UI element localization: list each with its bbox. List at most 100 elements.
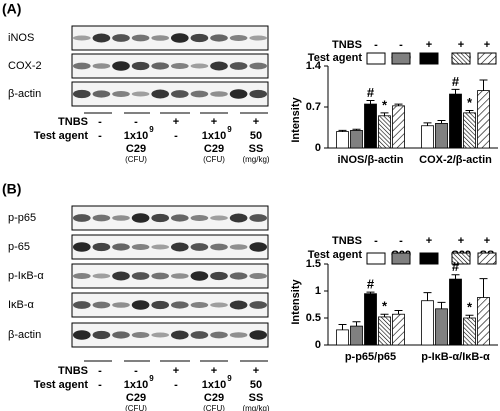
blot-band [131, 61, 150, 71]
error-bar [437, 301, 446, 309]
treatment-cell: - [98, 379, 102, 391]
blot-band [229, 300, 248, 310]
bar [336, 329, 349, 346]
significance-marker: # [452, 74, 460, 89]
blot-label: β-actin [8, 329, 41, 341]
y-axis-label: Intensity [290, 279, 302, 325]
treatment-unit: (CFU) [125, 155, 147, 164]
error-bar [394, 309, 403, 315]
blot-band [190, 301, 209, 309]
blot-band [190, 331, 209, 339]
y-tick-label: 0 [315, 339, 321, 351]
blot-band [210, 302, 228, 308]
legend-swatch [451, 52, 471, 65]
legend-cell: + [426, 235, 432, 247]
treatment-label: Test agent [34, 130, 89, 142]
blot-band [229, 89, 248, 99]
x-tick-label: COX-2/β-actin [419, 154, 492, 166]
bar [449, 278, 462, 346]
treatment-dose: 50 [250, 130, 262, 142]
blot-frame [71, 322, 269, 348]
legend-label: TNBS [332, 39, 362, 51]
blot-band [131, 300, 150, 310]
treatment-agent: C29 [204, 392, 224, 404]
legend-cell: - [374, 39, 378, 51]
significance-marker: # [452, 259, 460, 274]
blot-band [229, 62, 248, 70]
bar [350, 325, 363, 346]
blot-band [112, 34, 130, 42]
blot-band [92, 301, 111, 309]
blot-band [92, 273, 111, 279]
legend-swatch [366, 52, 386, 65]
treatment-cell: - [98, 130, 102, 142]
blot-band [229, 332, 248, 338]
significance-marker: # [367, 85, 375, 100]
blot-band [72, 35, 91, 41]
blot-band [170, 301, 189, 309]
blot-band [112, 243, 130, 251]
treatment-cell: - [98, 116, 102, 128]
blot-band [210, 271, 228, 281]
treatment-cell: + [253, 365, 259, 377]
treatment-dose: 1x10 [124, 130, 148, 142]
treatment-cell: - [98, 365, 102, 377]
significance-marker: * [467, 95, 473, 110]
x-tick-label: p-IκB-α/IκB-α [421, 351, 490, 363]
bar [421, 300, 434, 346]
blot-band [72, 89, 91, 99]
y-tick-label: 0.7 [306, 101, 321, 113]
treatment-agent: C29 [204, 143, 224, 155]
blot-band [92, 33, 111, 43]
treatment-agent: SS [249, 392, 264, 404]
bar [336, 131, 349, 149]
error-bar [394, 103, 403, 106]
blot-band [72, 330, 91, 340]
blot-band [229, 244, 248, 250]
legend-swatch [366, 252, 386, 265]
blot-band [72, 272, 91, 280]
blot-band [249, 330, 268, 340]
blot-band [112, 215, 130, 221]
y-tick-label: 1 [315, 285, 321, 297]
y-tick-label: 1.5 [306, 258, 321, 270]
bar [378, 316, 391, 346]
blot-label: IκB-α [8, 299, 35, 311]
blot-band [190, 243, 209, 251]
blot-band [151, 332, 170, 338]
blot-band [92, 63, 111, 69]
treatment-exponent: 9 [227, 125, 232, 134]
treatment-unit: (mg/kg) [242, 155, 269, 164]
treatment-label: Test agent [34, 379, 89, 391]
bar [421, 125, 434, 149]
blot-band [229, 34, 248, 42]
treatment-exponent: 9 [149, 125, 154, 134]
treatment-exponent: 9 [227, 374, 232, 383]
blot-band [131, 272, 150, 280]
y-tick-label: 1.4 [306, 60, 322, 72]
error-bar [451, 88, 460, 95]
x-tick-label: p-p65/p65 [345, 351, 396, 363]
bar [449, 93, 462, 149]
legend-swatch [419, 252, 439, 265]
error-bar [465, 314, 474, 318]
error-bar [465, 110, 474, 113]
blot-band [72, 62, 91, 70]
treatment-unit: (CFU) [203, 404, 225, 411]
significance-marker: * [467, 300, 473, 315]
blot-band [92, 214, 111, 222]
significance-marker: # [367, 277, 375, 292]
treatment-cell: + [211, 365, 217, 377]
blot-band [190, 33, 209, 43]
treatment-label: TNBS [58, 116, 88, 128]
error-bar [352, 321, 361, 327]
blot-band [249, 272, 268, 280]
error-bar [479, 278, 488, 298]
treatment-dose: 50 [250, 379, 262, 391]
legend-cell: - [399, 39, 403, 51]
error-bar [380, 313, 389, 317]
blot-label: β-actin [8, 88, 41, 100]
treatment-label: TNBS [58, 365, 88, 377]
blot-band [131, 213, 150, 223]
